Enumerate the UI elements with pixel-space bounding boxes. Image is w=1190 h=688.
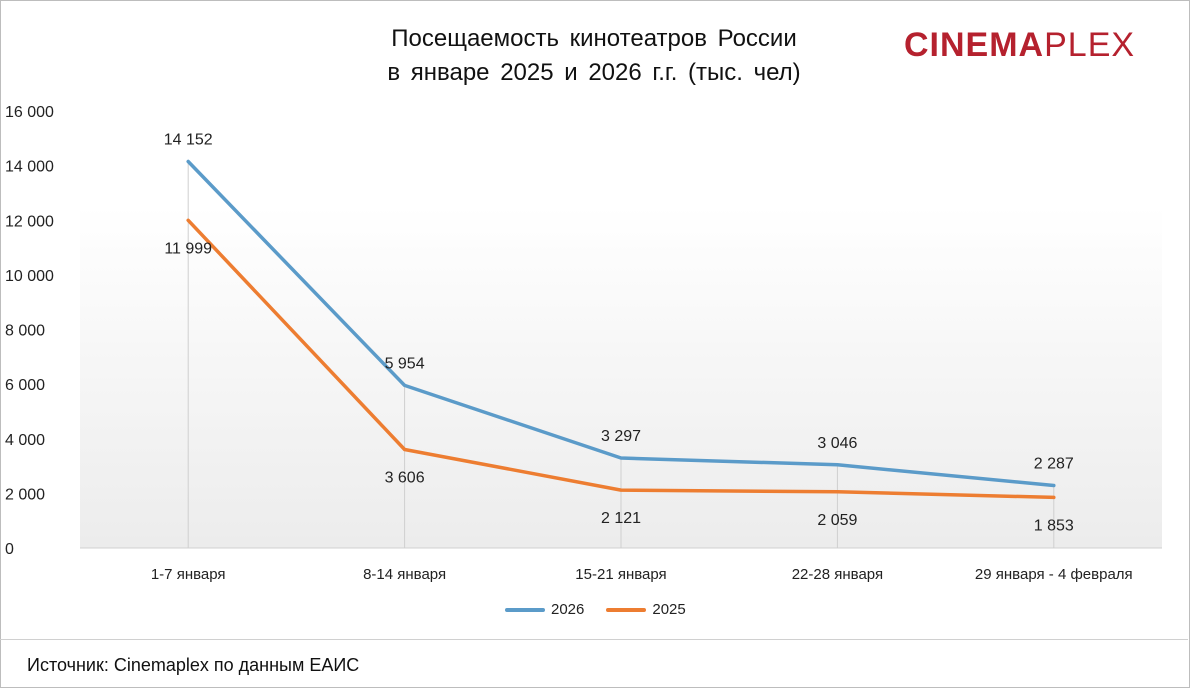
x-tick-label: 29 января - 4 февраля — [975, 566, 1133, 583]
y-tick-label: 4 000 — [5, 432, 45, 449]
chart-title: Посещаемость кинотеатров России в январе… — [330, 22, 858, 90]
y-tick-label: 2 000 — [5, 486, 45, 503]
chart-title-line1: Посещаемость кинотеатров России — [391, 25, 797, 52]
line-chart: 0 2 000 4 000 6 000 8 000 10 000 12 000 14 000 1… — [5, 104, 1162, 583]
y-tick-label: 10 000 — [5, 268, 54, 285]
footer-divider — [0, 639, 1188, 640]
y-tick-label: 8 000 — [5, 323, 45, 340]
legend-label-2026: 2026 — [551, 601, 585, 618]
cinemaplex-logo: CINEMAPLEX — [904, 26, 1135, 65]
y-axis-tick-labels: 0 2 000 4 000 6 000 8 000 10 000 12 000 14 000 1… — [5, 104, 54, 558]
chart-legend: 2026 2025 — [505, 601, 686, 618]
legend-swatch-2026 — [505, 607, 545, 612]
data-label-2026: 2 287 — [1034, 456, 1074, 473]
series-lines — [186, 159, 1056, 500]
x-tick-label: 22-28 января — [792, 566, 883, 583]
y-tick-label: 6 000 — [5, 377, 45, 394]
source-note: Источник: Cinemaplex по данным ЕАИС — [27, 655, 360, 675]
x-tick-label: 8-14 января — [363, 566, 446, 583]
series-line-2026 — [186, 159, 1056, 488]
data-label-2026: 3 046 — [817, 435, 857, 452]
series-line-2025 — [186, 218, 1056, 500]
data-label-2025: 11 999 — [164, 240, 212, 257]
data-label-2026: 14 152 — [164, 131, 213, 148]
legend-swatch-2025 — [606, 607, 647, 612]
data-label-2026: 3 297 — [601, 428, 641, 445]
logo-part-plex: PLEX — [1044, 26, 1136, 64]
data-labels: 14 152 5 954 3 297 3 046 2 287 11 999 3 606 2 1… — [164, 131, 1074, 534]
data-label-2025: 2 059 — [817, 512, 857, 529]
legend-item-2025: 2025 — [606, 601, 686, 618]
data-label-2026: 5 954 — [385, 355, 425, 372]
x-tick-label: 15-21 января — [575, 566, 666, 583]
logo-part-cinema: CINEMA — [904, 26, 1045, 64]
y-tick-label: 16 000 — [5, 104, 54, 121]
y-tick-label: 0 — [5, 541, 14, 558]
legend-item-2026: 2026 — [505, 601, 584, 618]
y-tick-label: 12 000 — [5, 213, 54, 230]
data-label-2025: 2 121 — [601, 510, 641, 527]
x-tick-label: 1-7 января — [151, 566, 226, 583]
legend-label-2025: 2025 — [652, 601, 686, 618]
data-label-2025: 1 853 — [1034, 517, 1074, 534]
chart-title-line2: в январе 2025 и 2026 г.г. (тыс. чел) — [387, 59, 801, 86]
y-tick-label: 14 000 — [5, 159, 54, 176]
data-label-2025: 3 606 — [385, 470, 425, 487]
x-axis-tick-labels: 1-7 января 8-14 января 15-21 января 22-28 я… — [151, 566, 1133, 583]
